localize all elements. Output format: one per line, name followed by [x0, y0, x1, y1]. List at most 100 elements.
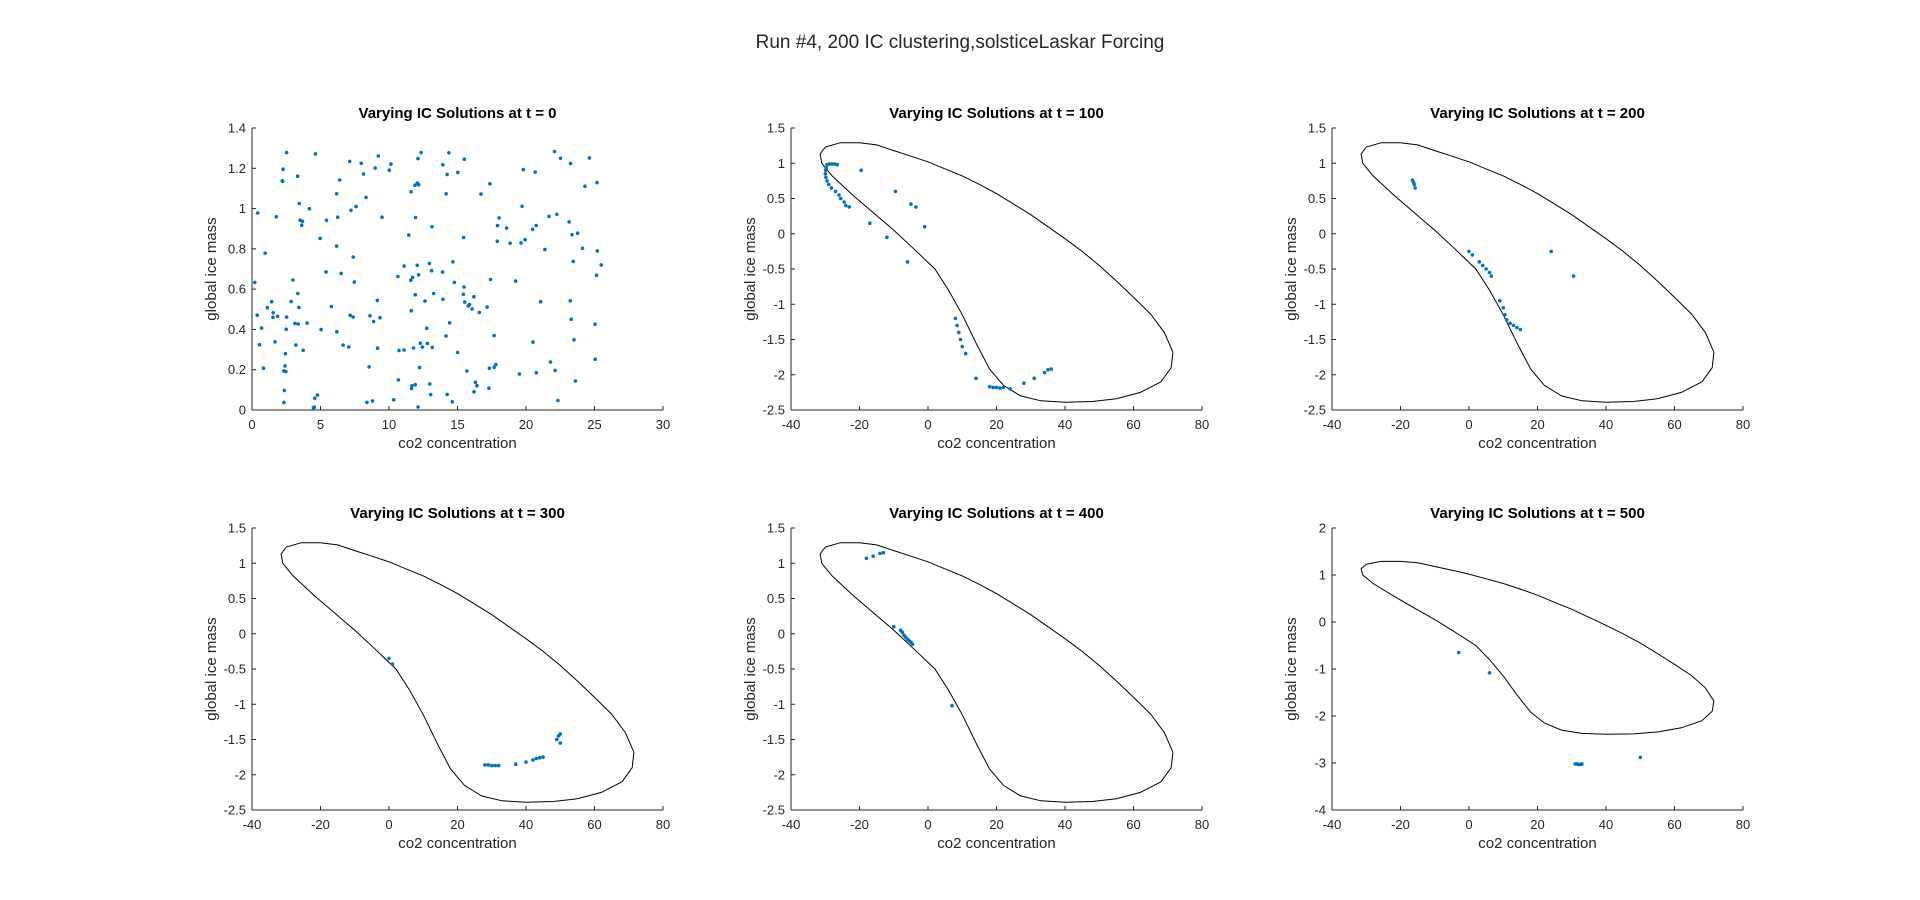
data-point	[829, 186, 834, 190]
data-point	[307, 206, 312, 211]
y-tick-label: -2	[773, 767, 785, 782]
data-point	[548, 360, 553, 364]
data-point	[283, 364, 287, 368]
data-point	[1412, 182, 1416, 187]
limit-cycle-curve	[1360, 142, 1715, 403]
y-tick-label: 2	[1319, 521, 1326, 536]
data-point	[575, 231, 580, 235]
data-point	[423, 299, 427, 303]
y-tick-label: 1	[239, 201, 246, 216]
data-point	[864, 556, 869, 561]
data-point	[420, 345, 425, 349]
data-point	[261, 366, 266, 371]
y-tick-label: 1.5	[1308, 121, 1326, 136]
data-point	[364, 195, 368, 200]
data-point	[397, 348, 401, 353]
subplot-title: Varying IC Solutions at t = 100	[889, 105, 1104, 122]
data-point	[910, 642, 915, 647]
data-point	[275, 314, 280, 319]
y-tick-label: 0	[1319, 615, 1326, 630]
y-tick-label: 1	[239, 556, 246, 571]
y-tick-label: 1.5	[767, 521, 785, 536]
subplot-6: -40 -20 0 20 40 60 80 -4 -3 -2 -1 0 1 2 Varying IC Sol…	[1283, 505, 1750, 852]
data-point	[1487, 270, 1492, 275]
data-point	[479, 192, 483, 196]
data-point	[900, 630, 905, 635]
data-point	[273, 340, 277, 344]
data-point	[347, 159, 352, 164]
data-point	[994, 385, 999, 390]
data-point	[568, 299, 573, 303]
data-point	[265, 305, 270, 310]
x-tick-label: 80	[1736, 417, 1750, 432]
data-point	[587, 156, 592, 160]
data-point	[523, 237, 527, 242]
data-point	[373, 166, 377, 170]
data-point	[494, 362, 498, 367]
data-point	[415, 263, 420, 268]
data-point	[1638, 755, 1643, 760]
data-point	[462, 300, 467, 304]
data-point	[580, 246, 585, 251]
data-point	[555, 737, 559, 742]
data-point	[410, 275, 415, 280]
data-point	[407, 233, 411, 237]
data-point	[517, 372, 522, 376]
data-point	[283, 351, 288, 356]
data-point	[462, 157, 467, 161]
data-point	[291, 278, 295, 282]
subplot-5: -40 -20 0 20 40 60 80 -2.5 -2 -1.5 -1 -0.5 0 0.5 1 1.5 V…	[742, 505, 1209, 852]
data-point	[461, 292, 466, 297]
data-point	[348, 313, 353, 318]
data-point	[402, 348, 406, 352]
data-point	[1503, 313, 1507, 317]
y-tick-label: -2.5	[763, 403, 785, 418]
data-point	[282, 400, 286, 405]
data-point	[282, 369, 286, 373]
y-tick-label: -1	[773, 697, 785, 712]
data-point	[293, 321, 297, 326]
data-point	[558, 732, 563, 736]
data-point	[368, 314, 372, 318]
data-point	[371, 319, 376, 324]
x-axis-label: co2 concentration	[937, 435, 1055, 452]
data-point	[313, 396, 317, 401]
data-point	[427, 261, 432, 266]
data-point	[534, 223, 538, 228]
data-point	[963, 351, 968, 356]
data-point	[461, 235, 466, 240]
data-point	[425, 341, 430, 346]
data-point	[472, 294, 476, 299]
data-point	[595, 180, 599, 185]
data-point	[521, 167, 526, 172]
data-point	[1484, 267, 1488, 271]
data-point	[1413, 186, 1417, 190]
x-tick-label: -40	[243, 817, 262, 832]
data-point	[524, 760, 528, 764]
data-point	[520, 204, 524, 209]
data-point	[953, 316, 958, 321]
data-point	[409, 308, 414, 313]
data-point	[567, 220, 571, 224]
x-axis-label: co2 concentration	[1478, 435, 1596, 452]
x-tick-label: 80	[1195, 817, 1209, 832]
x-tick-label: 5	[317, 417, 324, 432]
data-point	[271, 311, 276, 315]
data-point	[428, 392, 433, 397]
data-point	[1001, 385, 1006, 390]
data-point	[409, 278, 413, 283]
data-point	[417, 183, 421, 187]
data-point	[424, 326, 429, 331]
y-tick-label: 0.4	[228, 322, 246, 337]
x-tick-label: 60	[1667, 817, 1681, 832]
data-point	[451, 260, 455, 264]
data-point	[570, 232, 574, 237]
x-tick-label: -20	[1391, 417, 1410, 432]
data-point	[365, 400, 369, 405]
data-point	[462, 285, 466, 289]
data-point	[955, 323, 959, 328]
x-tick-label: 40	[519, 817, 533, 832]
data-point	[1470, 253, 1475, 257]
data-point	[885, 235, 889, 240]
y-tick-label: 1	[1319, 568, 1326, 583]
